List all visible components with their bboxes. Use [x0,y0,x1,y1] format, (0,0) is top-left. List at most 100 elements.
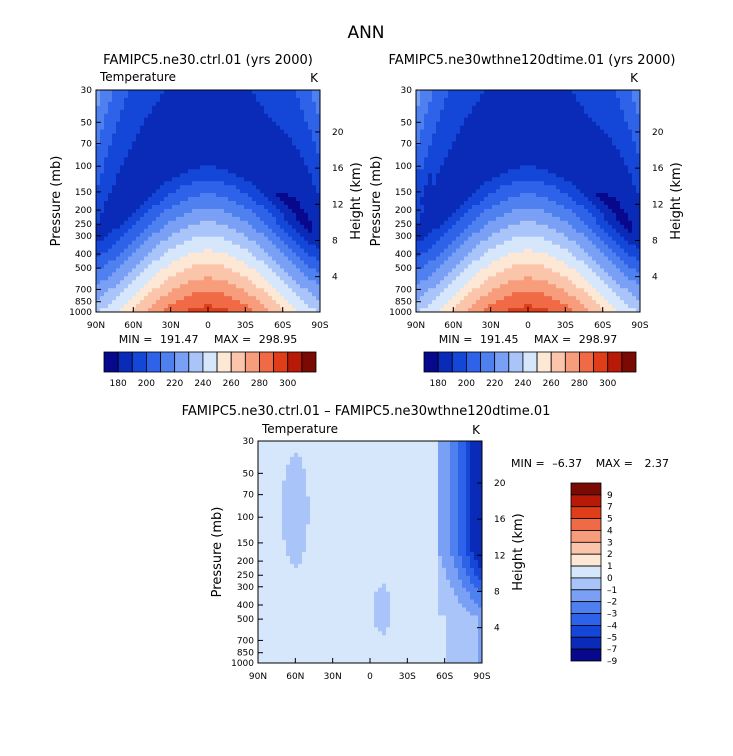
field-cell [312,197,317,202]
field-cell [436,97,441,103]
field-cell [192,169,197,174]
field-cell [156,268,161,273]
field-cell [536,260,541,266]
field-cell [220,204,225,210]
field-cell [204,197,209,202]
field-cell [292,90,297,95]
field-cell [460,272,465,277]
field-cell [316,248,320,254]
field-cell [184,145,189,151]
field-cell [240,117,245,123]
field-cell [252,137,257,143]
field-cell [160,201,165,206]
field-cell [96,137,101,143]
field-cell [284,212,289,218]
panel-1-axes: 305070100150200250300400500700850100090N… [69,86,344,331]
field-cell [128,145,133,151]
field-cell [464,101,469,107]
field-cell [504,300,509,305]
field-cell [440,133,445,139]
field-cell [536,137,541,143]
field-cell [152,93,157,99]
field-cell [288,284,293,289]
field-cell [500,97,505,103]
field-cell [264,193,269,198]
field-cell [428,264,433,269]
field-cell [228,125,233,131]
field-cell [184,101,189,107]
field-cell [144,228,149,234]
field-cell [436,248,441,254]
field-cell [528,224,533,230]
field-cell [240,137,245,143]
field-cell [252,165,257,170]
field-cell [516,153,521,158]
field-cell [200,109,205,115]
field-cell [464,197,469,202]
field-cell [116,280,121,285]
field-cell [180,109,185,115]
field-cell [532,193,537,198]
field-cell [452,149,457,155]
field-cell [216,240,221,246]
field-cell [452,224,457,230]
field-cell [308,308,313,312]
field-cell [440,296,445,301]
field-cell [492,264,497,269]
field-cell [128,177,133,182]
field-cell [464,204,469,210]
field-cell [220,169,225,174]
field-cell [276,264,281,269]
field-cell [212,153,217,158]
field-cell [268,244,273,250]
field-cell [108,129,113,135]
field-cell [96,244,101,250]
field-cell [132,240,137,246]
field-cell [132,201,137,206]
height-tick-label: 16 [332,164,344,174]
field-cell [424,153,429,158]
field-cell [504,272,509,277]
field-cell [156,113,161,119]
field-cell [252,212,257,218]
field-cell [240,153,245,158]
field-cell [464,129,469,135]
field-cell [268,248,273,254]
field-cell [232,133,237,139]
field-cell [312,304,317,309]
field-cell [108,264,113,269]
field-cell [280,212,285,218]
field-cell [236,256,241,262]
field-cell [524,145,529,151]
field-cell [460,264,465,269]
field-cell [448,97,453,103]
colorbar-box [145,351,161,373]
field-cell [232,256,237,262]
field-cell [200,220,205,226]
field-cell [136,268,141,273]
field-cell [228,264,233,269]
field-cell [308,117,313,123]
field-cell [288,288,293,293]
field-cell [260,224,265,230]
field-cell [144,264,149,269]
field-cell [480,193,485,198]
field-cell [480,284,485,289]
field-cell [204,93,209,99]
field-cell [436,181,441,186]
field-cell [428,260,433,266]
field-cell [196,260,201,266]
field-cell [192,248,197,254]
field-cell [516,113,521,119]
field-cell [132,189,137,194]
field-cell [276,153,281,158]
field-cell [120,153,125,158]
field-cell [240,113,245,119]
field-cell [184,224,189,230]
field-cell [256,284,261,289]
field-cell [540,145,545,151]
field-cell [192,284,197,289]
field-cell [520,256,525,262]
field-cell [480,304,485,309]
field-cell [136,220,141,226]
